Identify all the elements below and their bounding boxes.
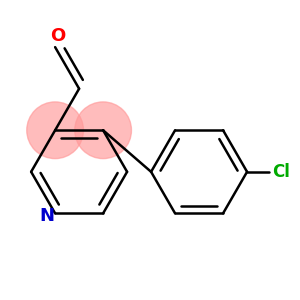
Text: Cl: Cl <box>272 163 290 181</box>
Circle shape <box>27 102 83 159</box>
Text: N: N <box>39 206 54 224</box>
Text: O: O <box>50 27 65 45</box>
Circle shape <box>75 102 131 159</box>
